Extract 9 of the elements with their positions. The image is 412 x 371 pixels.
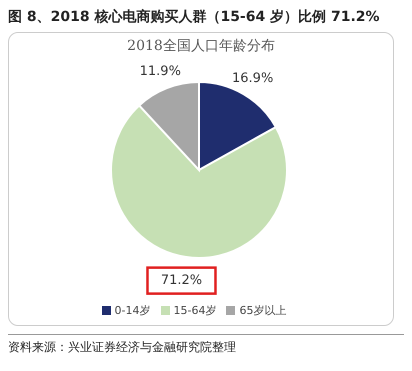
chart-subtitle: 2018全国人口年龄分布 (126, 37, 276, 55)
data-label: 11.9% (140, 64, 181, 79)
text: 资料来源：兴业证券经济与金融研究院整理 (8, 339, 237, 356)
data-label: 16.9% (232, 71, 274, 86)
legend-label: 0-14岁 (114, 304, 150, 317)
data-label: 71.2% (160, 273, 202, 288)
chart-title: 图 8、2018 核心电商购买人群（15-64 岁）比例 71.2% (8, 8, 381, 26)
legend-label: 15-64岁 (174, 304, 216, 317)
legend-label: 65岁以上 (239, 304, 286, 317)
